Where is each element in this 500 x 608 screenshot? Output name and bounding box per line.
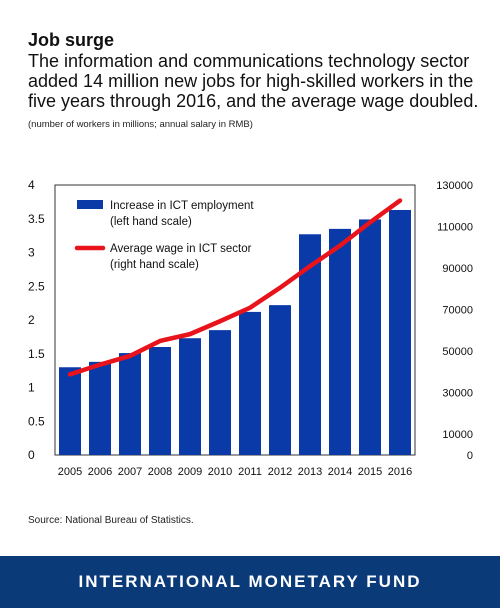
bar — [59, 367, 81, 455]
bar — [389, 209, 411, 455]
y-right-tick-label: 70000 — [442, 305, 473, 317]
plot-frame — [54, 184, 416, 456]
chart: 0 0.5 1 1.5 2 2.5 3 3.5 4 0 10000 30000 50000 70000 9… — [28, 178, 473, 478]
x-tick-label: 2009 — [178, 466, 202, 478]
y-left-tick-label: 3 — [28, 246, 35, 260]
y-right-tick-label: 30000 — [442, 388, 473, 400]
bar — [329, 228, 351, 455]
y-left-tick-label: 3.5 — [28, 212, 45, 226]
x-tick-label: 2010 — [208, 466, 232, 478]
x-tick-label: 2015 — [358, 466, 382, 478]
chart-title: Job surge — [28, 30, 115, 50]
legend: Increase in ICT employment (left hand sc… — [74, 200, 254, 271]
bar — [179, 338, 201, 455]
legend-bar-sublabel: (left hand scale) — [110, 216, 192, 228]
units-note: (number of workers in millions; annual s… — [28, 119, 253, 130]
imf-footer: INTERNATIONAL MONETARY FUND — [0, 556, 500, 608]
x-tick-label: 2007 — [118, 466, 142, 478]
wage-line — [67, 198, 403, 377]
bar — [239, 311, 261, 455]
y-left-tick-label: 4 — [28, 178, 35, 192]
legend-line-sublabel: (right hand scale) — [110, 259, 199, 271]
legend-bar-label: Increase in ICT employment — [110, 200, 254, 212]
y-left-tick-label: 0.5 — [28, 414, 45, 428]
left-axis: 0 0.5 1 1.5 2 2.5 3 3.5 4 — [28, 178, 45, 462]
footer-label: INTERNATIONAL MONETARY FUND — [78, 572, 422, 591]
y-left-tick-label: 2.5 — [28, 279, 45, 293]
y-right-tick-label: 110000 — [437, 222, 473, 234]
y-left-tick-label: 0 — [28, 448, 35, 462]
x-tick-label: 2016 — [388, 466, 412, 478]
bar — [89, 361, 111, 455]
bar — [269, 305, 291, 455]
title-block: Job surge The information and communicat… — [28, 30, 488, 130]
legend-line-label: Average wage in ICT sector — [110, 243, 252, 255]
y-right-tick-label: 10000 — [442, 429, 473, 441]
y-right-tick-label: 50000 — [442, 346, 473, 358]
line-series — [67, 198, 403, 377]
bar-series — [59, 209, 411, 455]
source-note: Source: National Bureau of Statistics. — [28, 515, 194, 526]
y-left-tick-label: 2 — [28, 313, 35, 327]
chart-subtitle: The information and communications techn… — [28, 51, 479, 111]
x-tick-label: 2012 — [268, 466, 292, 478]
x-tick-label: 2013 — [298, 466, 322, 478]
x-axis: 2005 2006 2007 2008 2009 2010 2011 2012 2013 2014… — [58, 466, 412, 478]
x-tick-label: 2006 — [88, 466, 112, 478]
x-tick-label: 2014 — [328, 466, 352, 478]
bar — [299, 234, 321, 455]
y-left-tick-label: 1 — [28, 381, 35, 395]
bar — [119, 353, 141, 455]
y-left-tick-label: 1.5 — [28, 347, 45, 361]
y-right-tick-label: 0 — [467, 450, 473, 462]
x-tick-label: 2011 — [238, 466, 262, 478]
y-right-tick-label: 130000 — [436, 180, 473, 192]
x-tick-label: 2008 — [148, 466, 172, 478]
bar — [149, 347, 171, 455]
bar — [209, 330, 231, 455]
legend-bar-swatch — [77, 200, 103, 209]
y-right-tick-label: 90000 — [442, 263, 473, 275]
x-tick-label: 2005 — [58, 466, 82, 478]
right-axis: 0 10000 30000 50000 70000 90000 110000 130000 — [436, 180, 473, 462]
bar — [359, 219, 381, 455]
